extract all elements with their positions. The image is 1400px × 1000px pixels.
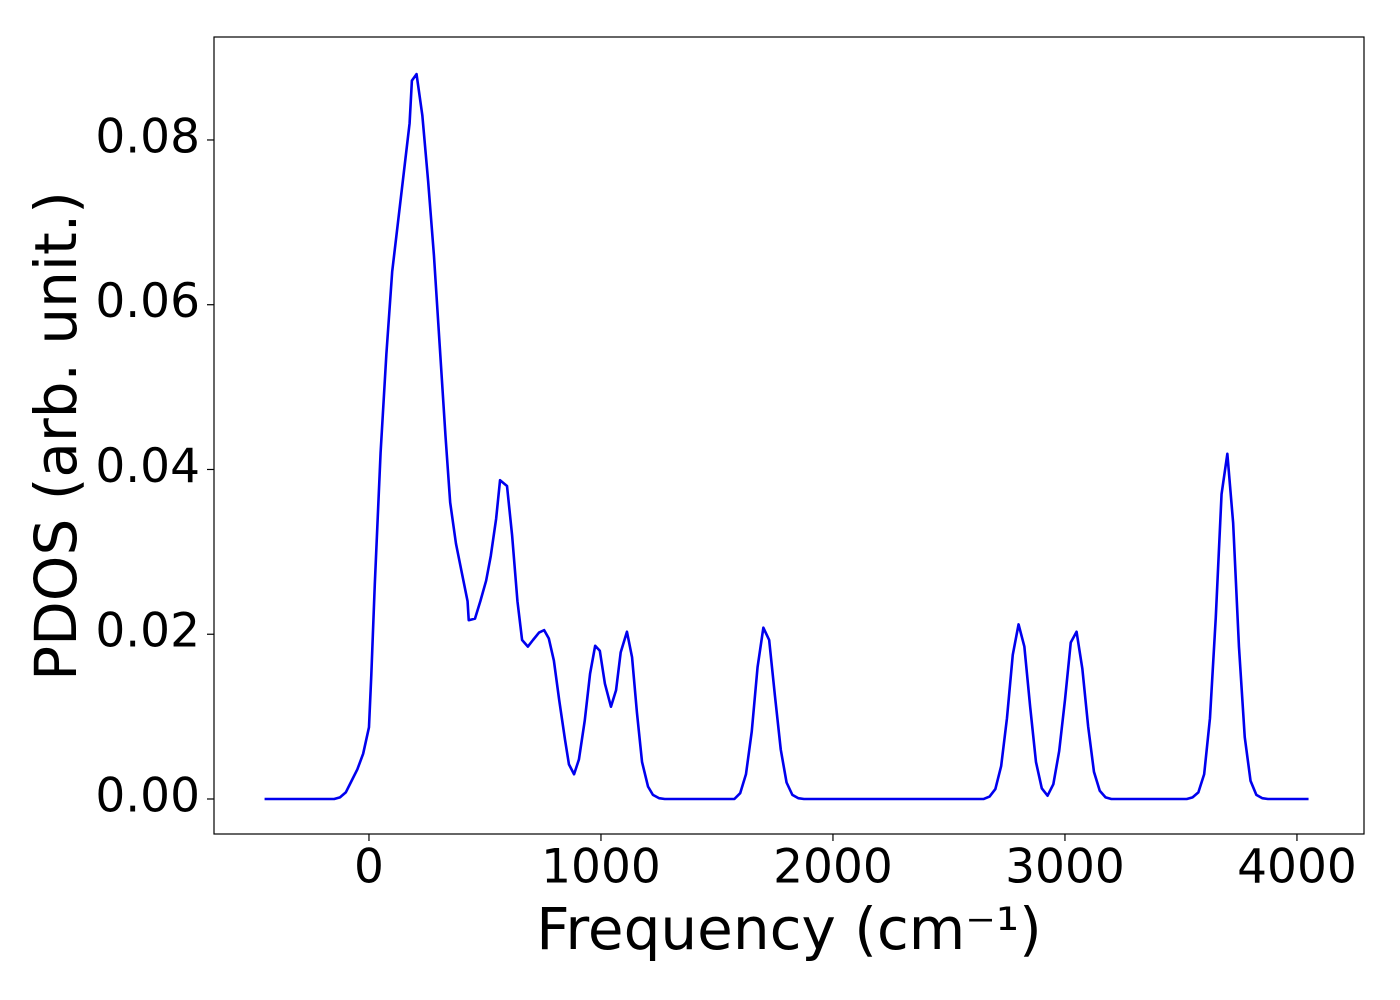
y-tick-label: 0.08 [95,109,200,164]
plot-frame [213,36,1365,835]
x-tick-label: 3000 [1005,840,1125,895]
y-tick-label: 0.00 [95,768,200,823]
x-tick-label: 4000 [1237,840,1357,895]
pdos-line [264,72,1309,801]
y-tick-label: 0.06 [95,274,200,329]
x-tick-label: 1000 [541,840,661,895]
x-axis-label: Frequency (cm⁻¹) [536,895,1042,963]
y-tick-label: 0.02 [95,604,200,659]
x-tick-label: 2000 [773,840,893,895]
y-tick-label: 0.04 [95,439,200,494]
x-tick-label: 0 [354,840,384,895]
y-axis-label: PDOS (arb. unit.) [22,191,90,681]
